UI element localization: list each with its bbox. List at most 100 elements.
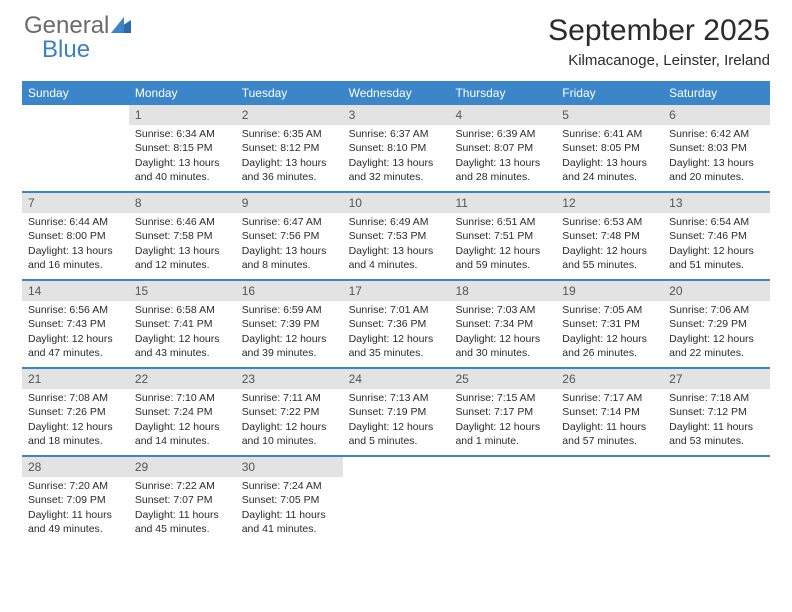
day-cell — [22, 105, 129, 191]
day-cell: 17Sunrise: 7:01 AMSunset: 7:36 PMDayligh… — [343, 281, 450, 367]
dow-friday: Friday — [556, 81, 663, 105]
header: GeneralBlue September 2025 Kilmacanoge, … — [0, 0, 792, 77]
day-cell: 25Sunrise: 7:15 AMSunset: 7:17 PMDayligh… — [449, 369, 556, 455]
sunrise-text: Sunrise: 6:53 AM — [562, 215, 657, 229]
day-details: Sunrise: 7:03 AMSunset: 7:34 PMDaylight:… — [449, 301, 556, 366]
sunrise-text: Sunrise: 7:24 AM — [242, 479, 337, 493]
sunset-text: Sunset: 8:15 PM — [135, 141, 230, 155]
day-details: Sunrise: 7:10 AMSunset: 7:24 PMDaylight:… — [129, 389, 236, 454]
day-cell: 28Sunrise: 7:20 AMSunset: 7:09 PMDayligh… — [22, 457, 129, 543]
sunrise-text: Sunrise: 7:18 AM — [669, 391, 764, 405]
day-number: 15 — [129, 281, 236, 301]
sunrise-text: Sunrise: 7:20 AM — [28, 479, 123, 493]
day-details: Sunrise: 7:05 AMSunset: 7:31 PMDaylight:… — [556, 301, 663, 366]
daylight-text: Daylight: 11 hours and 53 minutes. — [669, 420, 764, 448]
day-number: 3 — [343, 105, 450, 125]
day-details: Sunrise: 6:49 AMSunset: 7:53 PMDaylight:… — [343, 213, 450, 278]
daylight-text: Daylight: 12 hours and 26 minutes. — [562, 332, 657, 360]
title-block: September 2025 Kilmacanoge, Leinster, Ir… — [548, 14, 770, 69]
day-details: Sunrise: 6:41 AMSunset: 8:05 PMDaylight:… — [556, 125, 663, 190]
day-number: 1 — [129, 105, 236, 125]
day-details: Sunrise: 7:24 AMSunset: 7:05 PMDaylight:… — [236, 477, 343, 542]
day-cell: 2Sunrise: 6:35 AMSunset: 8:12 PMDaylight… — [236, 105, 343, 191]
dow-tuesday: Tuesday — [236, 81, 343, 105]
sunrise-text: Sunrise: 6:42 AM — [669, 127, 764, 141]
sunset-text: Sunset: 7:22 PM — [242, 405, 337, 419]
daylight-text: Daylight: 11 hours and 49 minutes. — [28, 508, 123, 536]
daylight-text: Daylight: 12 hours and 18 minutes. — [28, 420, 123, 448]
sunset-text: Sunset: 8:10 PM — [349, 141, 444, 155]
logo-text-blue: Blue — [42, 38, 131, 62]
daylight-text: Daylight: 13 hours and 28 minutes. — [455, 156, 550, 184]
day-details: Sunrise: 7:08 AMSunset: 7:26 PMDaylight:… — [22, 389, 129, 454]
day-details: Sunrise: 7:13 AMSunset: 7:19 PMDaylight:… — [343, 389, 450, 454]
day-cell — [343, 457, 450, 543]
day-number: 11 — [449, 193, 556, 213]
dow-wednesday: Wednesday — [343, 81, 450, 105]
sunrise-text: Sunrise: 7:17 AM — [562, 391, 657, 405]
day-cell: 11Sunrise: 6:51 AMSunset: 7:51 PMDayligh… — [449, 193, 556, 279]
day-of-week-header: Sunday Monday Tuesday Wednesday Thursday… — [22, 81, 770, 105]
day-details: Sunrise: 7:22 AMSunset: 7:07 PMDaylight:… — [129, 477, 236, 542]
sunrise-text: Sunrise: 6:49 AM — [349, 215, 444, 229]
day-number: 22 — [129, 369, 236, 389]
sunrise-text: Sunrise: 6:34 AM — [135, 127, 230, 141]
day-cell: 6Sunrise: 6:42 AMSunset: 8:03 PMDaylight… — [663, 105, 770, 191]
day-details: Sunrise: 6:46 AMSunset: 7:58 PMDaylight:… — [129, 213, 236, 278]
daylight-text: Daylight: 13 hours and 32 minutes. — [349, 156, 444, 184]
daylight-text: Daylight: 13 hours and 20 minutes. — [669, 156, 764, 184]
daylight-text: Daylight: 12 hours and 30 minutes. — [455, 332, 550, 360]
day-number: 21 — [22, 369, 129, 389]
day-number: 9 — [236, 193, 343, 213]
daylight-text: Daylight: 13 hours and 40 minutes. — [135, 156, 230, 184]
day-cell: 12Sunrise: 6:53 AMSunset: 7:48 PMDayligh… — [556, 193, 663, 279]
day-number: 10 — [343, 193, 450, 213]
sunset-text: Sunset: 7:46 PM — [669, 229, 764, 243]
daylight-text: Daylight: 12 hours and 1 minute. — [455, 420, 550, 448]
sunrise-text: Sunrise: 6:54 AM — [669, 215, 764, 229]
day-number: 16 — [236, 281, 343, 301]
day-cell: 30Sunrise: 7:24 AMSunset: 7:05 PMDayligh… — [236, 457, 343, 543]
sunrise-text: Sunrise: 7:10 AM — [135, 391, 230, 405]
sunset-text: Sunset: 7:53 PM — [349, 229, 444, 243]
month-title: September 2025 — [548, 14, 770, 48]
sunrise-text: Sunrise: 6:51 AM — [455, 215, 550, 229]
sunset-text: Sunset: 8:00 PM — [28, 229, 123, 243]
weeks-container: 1Sunrise: 6:34 AMSunset: 8:15 PMDaylight… — [22, 105, 770, 543]
sunset-text: Sunset: 7:12 PM — [669, 405, 764, 419]
sunset-text: Sunset: 7:34 PM — [455, 317, 550, 331]
daylight-text: Daylight: 12 hours and 55 minutes. — [562, 244, 657, 272]
daylight-text: Daylight: 11 hours and 57 minutes. — [562, 420, 657, 448]
daylight-text: Daylight: 13 hours and 8 minutes. — [242, 244, 337, 272]
day-cell: 29Sunrise: 7:22 AMSunset: 7:07 PMDayligh… — [129, 457, 236, 543]
daylight-text: Daylight: 13 hours and 36 minutes. — [242, 156, 337, 184]
daylight-text: Daylight: 12 hours and 22 minutes. — [669, 332, 764, 360]
day-number: 28 — [22, 457, 129, 477]
sunset-text: Sunset: 7:26 PM — [28, 405, 123, 419]
day-number: 18 — [449, 281, 556, 301]
sunset-text: Sunset: 7:56 PM — [242, 229, 337, 243]
day-details: Sunrise: 7:20 AMSunset: 7:09 PMDaylight:… — [22, 477, 129, 542]
day-number: 8 — [129, 193, 236, 213]
dow-monday: Monday — [129, 81, 236, 105]
day-number: 4 — [449, 105, 556, 125]
week-row: 1Sunrise: 6:34 AMSunset: 8:15 PMDaylight… — [22, 105, 770, 193]
day-cell: 5Sunrise: 6:41 AMSunset: 8:05 PMDaylight… — [556, 105, 663, 191]
sunrise-text: Sunrise: 7:11 AM — [242, 391, 337, 405]
daylight-text: Daylight: 12 hours and 43 minutes. — [135, 332, 230, 360]
daylight-text: Daylight: 12 hours and 51 minutes. — [669, 244, 764, 272]
sunset-text: Sunset: 7:51 PM — [455, 229, 550, 243]
sunrise-text: Sunrise: 6:46 AM — [135, 215, 230, 229]
daylight-text: Daylight: 13 hours and 12 minutes. — [135, 244, 230, 272]
sunrise-text: Sunrise: 7:15 AM — [455, 391, 550, 405]
day-cell — [449, 457, 556, 543]
day-number: 20 — [663, 281, 770, 301]
calendar: Sunday Monday Tuesday Wednesday Thursday… — [22, 81, 770, 543]
day-number: 7 — [22, 193, 129, 213]
day-cell: 7Sunrise: 6:44 AMSunset: 8:00 PMDaylight… — [22, 193, 129, 279]
day-cell: 14Sunrise: 6:56 AMSunset: 7:43 PMDayligh… — [22, 281, 129, 367]
dow-saturday: Saturday — [663, 81, 770, 105]
day-cell: 21Sunrise: 7:08 AMSunset: 7:26 PMDayligh… — [22, 369, 129, 455]
dow-sunday: Sunday — [22, 81, 129, 105]
sunset-text: Sunset: 7:29 PM — [669, 317, 764, 331]
